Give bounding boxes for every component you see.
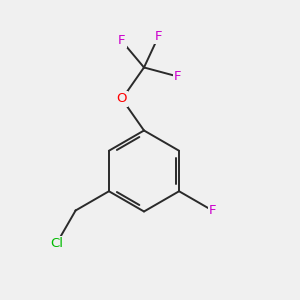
Text: F: F <box>155 30 162 43</box>
Text: F: F <box>118 34 125 47</box>
Text: F: F <box>174 70 181 83</box>
Text: F: F <box>208 204 216 217</box>
Text: O: O <box>117 92 127 106</box>
Text: Cl: Cl <box>50 237 63 250</box>
